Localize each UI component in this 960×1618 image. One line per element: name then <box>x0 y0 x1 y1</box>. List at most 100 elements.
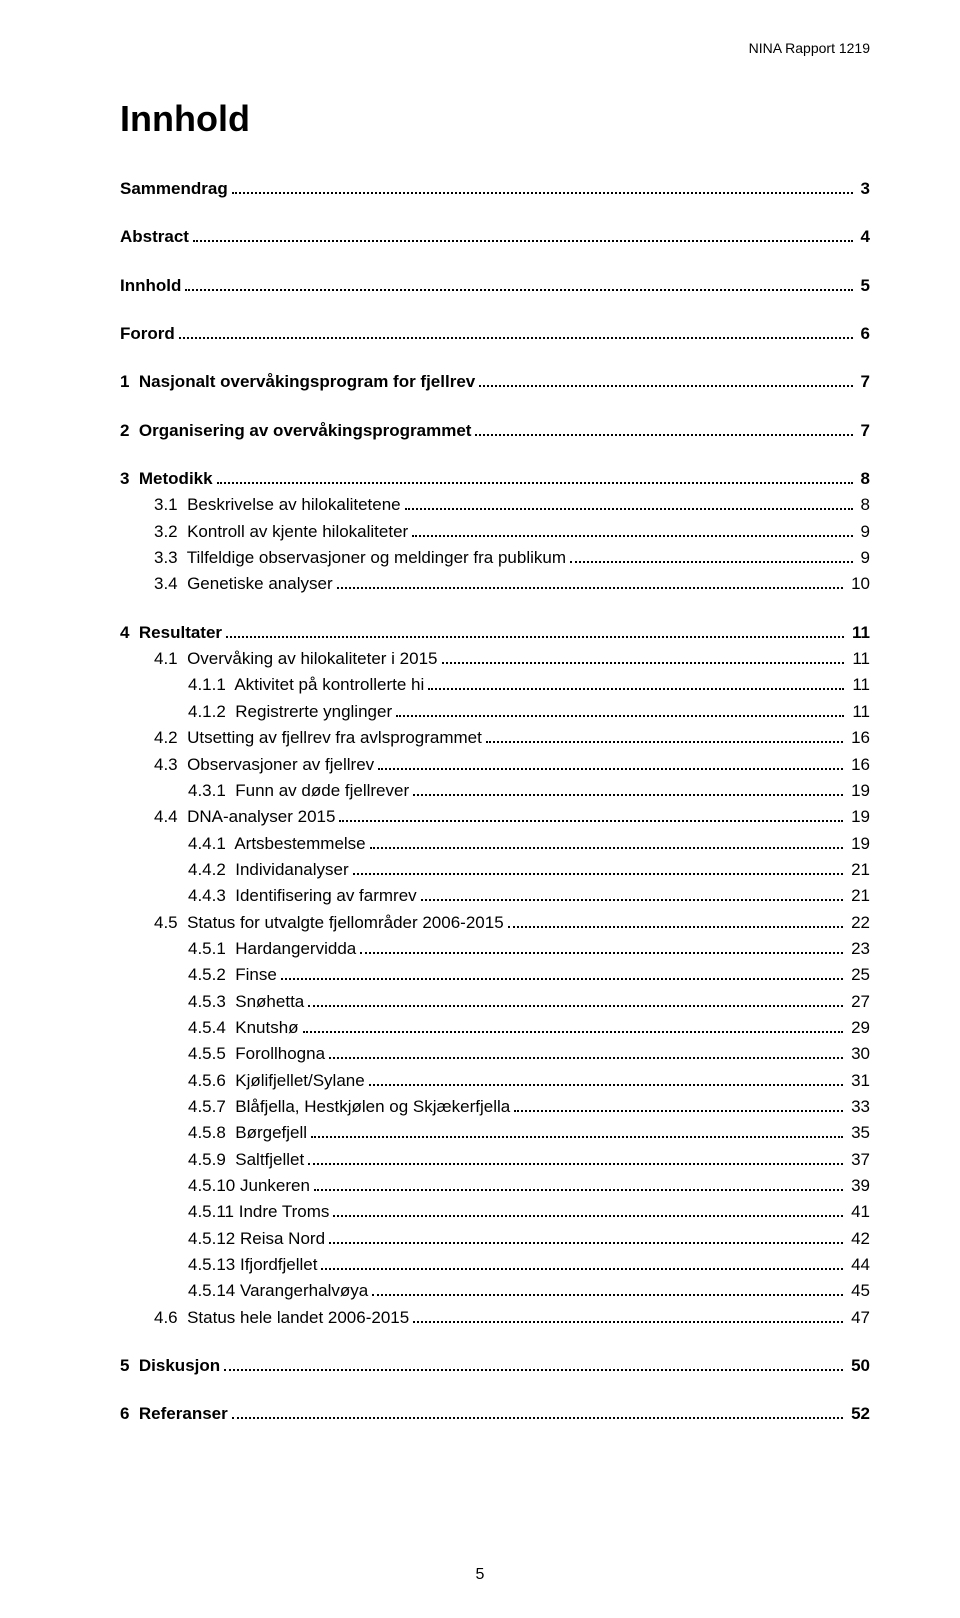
toc-leader-dots <box>378 756 843 770</box>
page-number: 5 <box>0 1566 960 1584</box>
toc-entry-label: 4.5.4 Knutshø <box>188 1015 299 1041</box>
toc-entry-page: 9 <box>857 545 870 571</box>
toc-entry: Innhold5 <box>120 273 870 299</box>
toc-entry-label: 4.4 DNA-analyser 2015 <box>154 804 335 830</box>
toc-entry-label: 4.5.9 Saltfjellet <box>188 1147 304 1173</box>
toc-entry: 4.5.7 Blåfjella, Hestkjølen og Skjækerfj… <box>120 1094 870 1120</box>
toc-entry: 4.5.8 Børgefjell35 <box>120 1120 870 1146</box>
toc-leader-dots <box>303 1019 844 1033</box>
toc-leader-dots <box>486 730 843 744</box>
toc-entry-label: 4.4.1 Artsbestemmelse <box>188 831 366 857</box>
toc-entry-label: 4.5.10 Junkeren <box>188 1173 310 1199</box>
toc-entry-label: 4.5.6 Kjølifjellet/Sylane <box>188 1068 365 1094</box>
toc-gap <box>120 444 870 466</box>
toc-leader-dots <box>421 888 843 902</box>
toc-entry: 6 Referanser52 <box>120 1401 870 1427</box>
toc-entry-page: 9 <box>857 519 870 545</box>
toc-entry-page: 39 <box>847 1173 870 1199</box>
toc-entry: 4.5.1 Hardangervidda23 <box>120 936 870 962</box>
toc-leader-dots <box>226 624 844 638</box>
toc-entry-page: 45 <box>847 1278 870 1304</box>
toc-gap <box>120 396 870 418</box>
toc-entry-label: Forord <box>120 321 175 347</box>
toc-leader-dots <box>333 1204 843 1218</box>
toc-entry-page: 29 <box>847 1015 870 1041</box>
toc-leader-dots <box>329 1230 843 1244</box>
toc-entry-page: 37 <box>847 1147 870 1173</box>
toc-entry-page: 33 <box>847 1094 870 1120</box>
toc-entry-page: 8 <box>857 466 870 492</box>
toc-entry: 4.1 Overvåking av hilokaliteter i 201511 <box>120 646 870 672</box>
toc-entry-page: 8 <box>857 492 870 518</box>
toc-entry-page: 41 <box>847 1199 870 1225</box>
toc-entry-page: 7 <box>857 369 870 395</box>
toc-leader-dots <box>179 325 853 339</box>
toc-leader-dots <box>413 782 843 796</box>
toc-entry-label: 4.5.2 Finse <box>188 962 277 988</box>
toc-leader-dots <box>311 1125 843 1139</box>
toc-entry: 4.1.2 Registrerte ynglinger11 <box>120 699 870 725</box>
toc-entry: 4.5.10 Junkeren 39 <box>120 1173 870 1199</box>
toc-leader-dots <box>428 677 844 691</box>
toc-entry-label: 1 Nasjonalt overvåkingsprogram for fjell… <box>120 369 475 395</box>
toc-entry-page: 22 <box>847 910 870 936</box>
toc-entry-label: 4 Resultater <box>120 620 222 646</box>
toc-entry: 4.5.13 Ifjordfjellet 44 <box>120 1252 870 1278</box>
toc-entry-page: 52 <box>847 1401 870 1427</box>
toc-leader-dots <box>353 861 843 875</box>
toc-leader-dots <box>372 1283 843 1297</box>
toc-entry: 4 Resultater 11 <box>120 620 870 646</box>
toc-entry: 4.5.14 Varangerhalvøya45 <box>120 1278 870 1304</box>
toc-entry: 4.5.9 Saltfjellet 37 <box>120 1147 870 1173</box>
toc-entry-page: 42 <box>847 1226 870 1252</box>
toc-entry-label: Abstract <box>120 224 189 250</box>
toc-gap <box>120 598 870 620</box>
toc-entry-label: 4.5.13 Ifjordfjellet <box>188 1252 317 1278</box>
toc-entry-page: 44 <box>847 1252 870 1278</box>
toc-entry: 4.3.1 Funn av døde fjellrever19 <box>120 778 870 804</box>
toc-entry-label: 4.5.7 Blåfjella, Hestkjølen og Skjækerfj… <box>188 1094 510 1120</box>
toc-entry: 4.5 Status for utvalgte fjellområder 200… <box>120 910 870 936</box>
toc-entry-page: 31 <box>847 1068 870 1094</box>
toc-entry-page: 6 <box>857 321 870 347</box>
toc-entry: 4.4.2 Individanalyser21 <box>120 857 870 883</box>
toc-entry: 4.1.1 Aktivitet på kontrollerte hi11 <box>120 672 870 698</box>
toc-entry: 4.4.1 Artsbestemmelse 19 <box>120 831 870 857</box>
toc-leader-dots <box>232 180 853 194</box>
toc-leader-dots <box>337 576 843 590</box>
toc-leader-dots <box>321 1256 843 1270</box>
toc-gap <box>120 251 870 273</box>
toc-entry-page: 7 <box>857 418 870 444</box>
toc-entry-page: 19 <box>847 778 870 804</box>
toc-entry-page: 11 <box>848 699 870 725</box>
toc-entry-label: 4.5.5 Forollhogna <box>188 1041 325 1067</box>
toc-entry-page: 19 <box>847 831 870 857</box>
toc-leader-dots <box>232 1406 843 1420</box>
toc-leader-dots <box>570 550 853 564</box>
document-page: NINA Rapport 1219 Innhold Sammendrag3Abs… <box>0 0 960 1618</box>
toc-entry-page: 47 <box>847 1305 870 1331</box>
toc-entry-page: 16 <box>847 725 870 751</box>
toc-entry-label: 3.3 Tilfeldige observasjoner og meldinge… <box>154 545 566 571</box>
toc-entry-page: 11 <box>848 620 870 646</box>
toc-entry-label: 4.2 Utsetting av fjellrev fra avlsprogra… <box>154 725 482 751</box>
toc-entry-label: 3 Metodikk <box>120 466 213 492</box>
toc-entry-label: Sammendrag <box>120 176 228 202</box>
toc-entry-page: 10 <box>847 571 870 597</box>
toc-entry-label: 4.5.8 Børgefjell <box>188 1120 307 1146</box>
toc-leader-dots <box>405 497 853 511</box>
report-label: NINA Rapport 1219 <box>749 40 870 56</box>
toc-entry-page: 11 <box>848 646 870 672</box>
toc-gap <box>120 1331 870 1353</box>
toc-entry-label: 4.3 Observasjoner av fjellrev <box>154 752 374 778</box>
toc-leader-dots <box>281 967 843 981</box>
toc-leader-dots <box>329 1046 843 1060</box>
toc-entry: 5 Diskusjon50 <box>120 1353 870 1379</box>
toc-entry: 1 Nasjonalt overvåkingsprogram for fjell… <box>120 369 870 395</box>
toc-entry-label: 3.2 Kontroll av kjente hilokaliteter <box>154 519 408 545</box>
toc-entry-page: 3 <box>857 176 870 202</box>
toc-entry-page: 19 <box>847 804 870 830</box>
toc-leader-dots <box>193 229 853 243</box>
toc-entry-label: 3.4 Genetiske analyser <box>154 571 333 597</box>
toc-entry: 4.5.5 Forollhogna30 <box>120 1041 870 1067</box>
